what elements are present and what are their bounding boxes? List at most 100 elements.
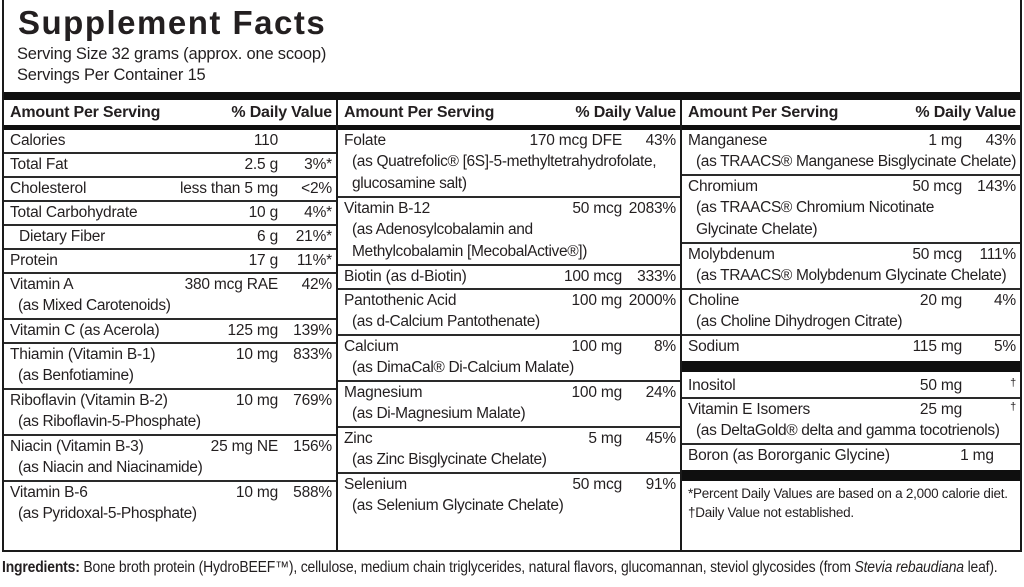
nutrient-row-main: Cholesterol less than 5 mg <2% [4, 178, 336, 200]
nutrient-row: Molybdenum 50 mcg 111% (as TRAACS® Molybden… [682, 242, 1020, 288]
nutrient-source: (as Benfotiamine) [18, 367, 134, 384]
nutrient-daily-value: † [1010, 401, 1016, 413]
nutrient-name: Calories [10, 132, 66, 149]
nutrient-source: (as Quatrefolic® [6S]-5-methyltetrahydro… [352, 153, 657, 170]
nutrient-row: Pantothenic Acid 100 mg 2000% (as d-Calcium… [338, 288, 680, 334]
nutrient-daily-value: 91% [645, 476, 677, 493]
footnote: †Daily Value not established. [688, 505, 854, 520]
nutrient-amount: 170 mcg DFE [529, 132, 622, 149]
nutrient-source: (as DimaCal® Di-Calcium Malate) [352, 359, 574, 376]
nutrient-row-main: Pantothenic Acid 100 mg 2000% [338, 290, 680, 312]
section-divider-bar [682, 470, 1020, 481]
nutrient-source: (as DeltaGold® delta and gamma tocotrien… [696, 422, 1000, 439]
nutrient-row-main: Selenium 50 mcg 91% [338, 474, 680, 496]
nutrient-name: Cholesterol [10, 180, 87, 197]
nutrient-name: Boron (as Bororganic Glycine) [688, 447, 890, 464]
nutrient-name: Molybdenum [688, 246, 775, 263]
nutrient-source: (as Riboflavin-5-Phosphate) [18, 413, 201, 430]
amount-per-serving-header: Amount Per Serving [344, 104, 495, 121]
nutrient-row-main: Chromium 50 mcg 143% [682, 176, 1020, 198]
nutrient-row-main: Zinc 5 mg 45% [338, 428, 680, 450]
header-divider-bar [682, 125, 1020, 130]
nutrient-name: Protein [10, 252, 58, 269]
nutrient-name: Chromium [688, 178, 758, 195]
nutrient-daily-value: † [994, 446, 1020, 460]
nutrient-row: Calories 110 [4, 130, 336, 152]
facts-column-1: Amount Per Serving % Daily Value Calories 1… [4, 100, 336, 550]
nutrient-source: (as Zinc Bisglycinate Chelate) [352, 451, 547, 468]
nutrient-name: Choline [688, 292, 740, 309]
nutrient-amount: 50 mcg [572, 476, 622, 493]
nutrient-amount: 100 mg [571, 384, 623, 401]
column-body: Manganese 1 mg 43% (as TRAACS® Manganese Bi… [682, 130, 1020, 522]
nutrient-name: Vitamin A [10, 276, 74, 293]
nutrient-daily-value: 4%* [304, 204, 332, 221]
table-top-bar [4, 92, 1020, 100]
nutrient-row: Vitamin B-6 10 mg 588% (as Pyridoxal-5-Phos… [4, 480, 336, 526]
nutrient-daily-value: 139% [293, 322, 332, 339]
nutrient-name: Total Carbohydrate [10, 204, 138, 221]
page-title: Supplement Facts [18, 4, 327, 41]
nutrient-name: Vitamin E Isomers [688, 401, 811, 418]
nutrient-daily-value: 156% [293, 438, 332, 455]
nutrient-name: Zinc [344, 430, 373, 447]
nutrient-row: Protein 17 g 11%* [4, 248, 336, 272]
nutrient-row: Vitamin E Isomers 25 mg † (as DeltaGold® de… [682, 397, 1020, 443]
daily-value-header: % Daily Value [915, 104, 1016, 121]
nutrient-daily-value: 42% [301, 276, 333, 293]
nutrient-amount: 110 [253, 132, 278, 149]
nutrient-amount: 2.5 g [244, 156, 279, 173]
nutrient-source: (as Di-Magnesium Malate) [352, 405, 526, 422]
nutrient-row: Total Fat 2.5 g 3%* [4, 152, 336, 176]
nutrient-source: (as Mixed Carotenoids) [18, 297, 171, 314]
nutrient-row-main: Choline 20 mg 4% [682, 290, 1020, 312]
nutrient-amount: 50 mcg [912, 246, 962, 263]
nutrient-source: (as TRAACS® Chromium Nicotinate [696, 199, 935, 216]
nutrient-row: Boron (as Bororganic Glycine) 1 mg† [682, 443, 1020, 467]
column-header: Amount Per Serving % Daily Value [338, 100, 680, 125]
nutrient-daily-value: 111% [979, 246, 1016, 263]
nutrient-row: Selenium 50 mcg 91% (as Selenium Glycinate … [338, 472, 680, 518]
nutrient-daily-value: 24% [645, 384, 677, 401]
nutrient-row: Manganese 1 mg 43% (as TRAACS® Manganese Bi… [682, 130, 1020, 174]
nutrient-source: (as Selenium Glycinate Chelate) [352, 497, 564, 514]
nutrient-amount: 1 mg [960, 447, 994, 464]
nutrient-name: Niacin (Vitamin B-3) [10, 438, 144, 455]
nutrient-row: Riboflavin (Vitamin B-2) 10 mg 769% (as Rib… [4, 388, 336, 434]
nutrient-source: Glycinate Chelate) [696, 221, 818, 238]
nutrient-row-main: Vitamin B-6 10 mg 588% [4, 482, 336, 504]
daily-value-header: % Daily Value [231, 104, 332, 121]
nutrient-name: Dietary Fiber [19, 228, 106, 245]
nutrient-source: (as Pyridoxal-5-Phosphate) [18, 505, 197, 522]
nutrient-row-main: Magnesium 100 mg 24% [338, 382, 680, 404]
nutrient-row-main: Total Carbohydrate 10 g 4%* [4, 202, 336, 224]
column-header: Amount Per Serving % Daily Value [4, 100, 336, 125]
nutrient-amount: 25 mg [919, 401, 962, 418]
nutrient-row-main: Molybdenum 50 mcg 111% [682, 244, 1020, 266]
nutrient-row: Vitamin A 380 mcg RAE 42% (as Mixed Caroten… [4, 272, 336, 318]
nutrient-row-main: Inositol 50 mg † [682, 375, 1020, 397]
nutrient-name: Biotin (as d-Biotin) [344, 268, 467, 285]
column-body: Folate 170 mcg DFE 43% (as Quatrefolic® [6S… [338, 130, 680, 518]
serving-size: Serving Size 32 grams (approx. one scoop… [17, 45, 327, 63]
nutrient-name: Manganese [688, 132, 768, 149]
nutrient-amount: 20 mg [919, 292, 962, 309]
nutrient-source: (as TRAACS® Molybdenum Glycinate Chelate… [696, 267, 1007, 284]
nutrient-amount: 115 mg [912, 338, 963, 355]
nutrient-amount: 50 mg [919, 377, 962, 394]
nutrient-row: Chromium 50 mcg 143% (as TRAACS® Chromium N… [682, 174, 1020, 242]
nutrient-row: Zinc 5 mg 45% (as Zinc Bisglycinate Chelate… [338, 426, 680, 472]
nutrient-source: Methylcobalamin [MecobalActive®]) [352, 243, 588, 260]
nutrient-name: Calcium [344, 338, 399, 355]
nutrient-amount: 6 g [257, 228, 278, 245]
nutrient-row-main: Vitamin E Isomers 25 mg † [682, 399, 1020, 421]
nutrient-row-main: Protein 17 g 11%* [4, 250, 336, 272]
nutrient-daily-value: 4% [993, 292, 1016, 309]
nutrient-daily-value: 5% [993, 338, 1016, 355]
nutrient-name: Total Fat [10, 156, 68, 173]
nutrient-row-main: Riboflavin (Vitamin B-2) 10 mg 769% [4, 390, 336, 412]
nutrient-daily-value: 43% [645, 132, 677, 149]
nutrient-amount: 1 mg [928, 132, 962, 149]
amount-per-serving-header: Amount Per Serving [688, 104, 839, 121]
nutrient-row: Total Carbohydrate 10 g 4%* [4, 200, 336, 224]
